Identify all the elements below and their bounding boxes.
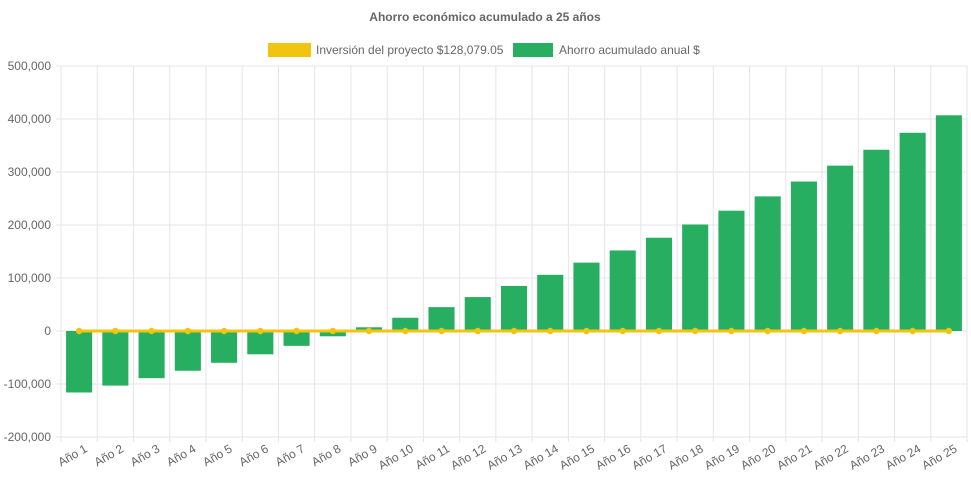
line-point[interactable]: [692, 327, 699, 335]
x-tick-label: Año 7: [273, 441, 307, 469]
bar[interactable]: [537, 274, 564, 331]
x-tick-label: Año 12: [448, 441, 488, 472]
line-point[interactable]: [764, 327, 771, 335]
investment-line: [75, 327, 953, 335]
x-tick-label: Año 1: [55, 441, 89, 469]
x-tick-label: Año 24: [883, 441, 923, 472]
y-tick-label: 500,000: [8, 59, 52, 73]
bar[interactable]: [428, 307, 455, 331]
x-tick-label: Año 9: [345, 441, 379, 469]
x-tick-label: Año 4: [164, 441, 198, 469]
bar[interactable]: [138, 331, 165, 379]
bar[interactable]: [790, 181, 817, 331]
line-point[interactable]: [619, 327, 626, 335]
bar[interactable]: [174, 331, 201, 371]
line-point[interactable]: [293, 327, 300, 335]
bar[interactable]: [682, 224, 709, 331]
bar[interactable]: [935, 115, 962, 331]
x-tick-label: Año 6: [237, 441, 271, 469]
x-tick-label: Año 18: [666, 441, 706, 472]
bar[interactable]: [573, 262, 600, 331]
line-point[interactable]: [945, 327, 953, 335]
line-point[interactable]: [329, 327, 336, 335]
bar[interactable]: [211, 331, 238, 363]
bar[interactable]: [863, 149, 890, 331]
bar[interactable]: [645, 237, 673, 331]
line-point[interactable]: [220, 327, 228, 335]
line-point[interactable]: [75, 327, 83, 335]
x-tick-label: Año 13: [485, 441, 525, 472]
y-tick-label: 400,000: [8, 112, 52, 126]
line-point[interactable]: [547, 327, 554, 335]
bar[interactable]: [718, 210, 745, 331]
bar[interactable]: [247, 331, 274, 355]
line-point[interactable]: [365, 327, 373, 335]
x-tick-label: Año 10: [376, 441, 416, 472]
x-tick-label: Año 17: [630, 441, 670, 472]
bar[interactable]: [102, 331, 129, 386]
bar[interactable]: [66, 331, 93, 393]
bar[interactable]: [609, 250, 636, 331]
line-point[interactable]: [474, 327, 481, 335]
x-tick-label: Año 11: [413, 441, 452, 472]
bar[interactable]: [827, 165, 854, 331]
x-tick-label: Año 25: [919, 441, 959, 472]
legend-item-inversion[interactable]: Inversión del proyecto $128,079.05: [268, 43, 504, 57]
bar[interactable]: [500, 285, 528, 331]
line-point[interactable]: [438, 327, 445, 335]
line-point[interactable]: [184, 327, 192, 335]
x-tick-label: Año 8: [309, 441, 343, 469]
bar[interactable]: [464, 297, 491, 331]
line-point[interactable]: [728, 327, 735, 335]
bar[interactable]: [392, 317, 419, 331]
line-point[interactable]: [800, 327, 808, 335]
y-tick-label: 100,000: [8, 271, 52, 285]
chart-title: Ahorro económico acumulado a 25 años: [369, 10, 601, 24]
line-point[interactable]: [873, 327, 880, 335]
legend: Inversión del proyecto $128,079.05 Ahorr…: [268, 43, 700, 57]
x-tick-label: Año 20: [738, 441, 778, 472]
line-point[interactable]: [257, 327, 264, 335]
legend-swatch-ahorro: [513, 43, 553, 57]
legend-swatch-inversion: [268, 43, 311, 57]
x-tick-label: Año 5: [200, 441, 234, 469]
x-tick-label: Año 22: [811, 441, 851, 472]
x-tick-label: Año 15: [557, 441, 597, 472]
line-point[interactable]: [836, 327, 844, 335]
bar[interactable]: [754, 196, 781, 331]
line-point[interactable]: [112, 327, 119, 335]
line-point[interactable]: [583, 327, 590, 335]
line-point[interactable]: [402, 327, 409, 335]
x-axis: Año 1 Año 2 Año 3 Año 4 Año 5 Año 6 Año 7 Año 8…: [55, 441, 959, 472]
y-tick-label: -200,000: [4, 430, 52, 444]
x-tick-label: Año 23: [847, 441, 887, 472]
legend-item-ahorro[interactable]: Ahorro acumulado anual $: [513, 43, 700, 57]
y-axis: 500,000 400,000 300,000 200,000 100,000 0 -100…: [4, 59, 52, 444]
bar[interactable]: [283, 331, 310, 346]
x-tick-label: Año 14: [521, 441, 561, 472]
line-point[interactable]: [909, 327, 916, 335]
y-tick-label: 0: [44, 324, 51, 338]
x-tick-label: Año 2: [92, 441, 126, 469]
line-point[interactable]: [148, 327, 155, 335]
legend-label-inversion: Inversión del proyecto $128,079.05: [316, 43, 504, 57]
x-tick-label: Año 21: [774, 441, 814, 472]
bar[interactable]: [899, 132, 926, 331]
line-point[interactable]: [655, 327, 663, 335]
y-tick-label: 300,000: [8, 165, 52, 179]
legend-label-ahorro: Ahorro acumulado anual $: [559, 43, 700, 57]
line-point[interactable]: [510, 327, 518, 335]
x-tick-label: Año 3: [128, 441, 162, 469]
x-tick-label: Año 16: [593, 441, 633, 472]
y-tick-label: -100,000: [4, 377, 52, 391]
x-tick-label: Año 19: [702, 441, 742, 472]
y-tick-label: 200,000: [8, 218, 52, 232]
bars: [66, 115, 962, 393]
